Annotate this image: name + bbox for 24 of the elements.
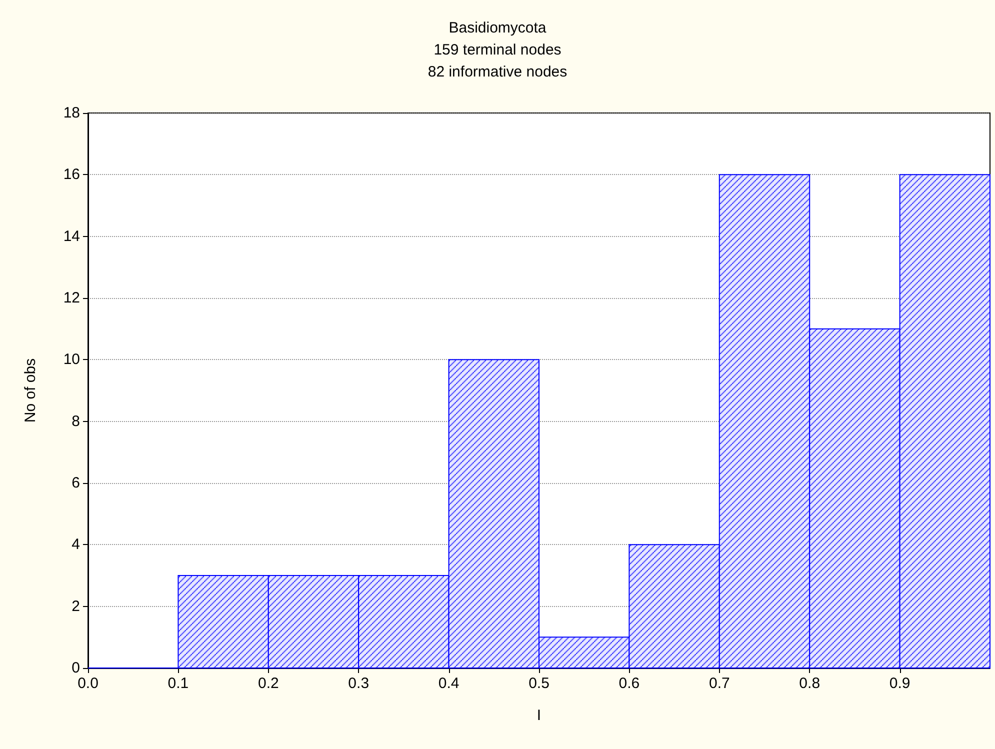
y-axis-title: No of obs [22, 358, 39, 423]
x-tick-label: 0.0 [78, 675, 98, 692]
y-tick-label: 0 [72, 660, 80, 676]
x-tick-label: 0.8 [799, 675, 820, 692]
x-tick-label: 0.9 [889, 675, 910, 692]
y-tick-label: 8 [72, 412, 80, 430]
chart-subtitle: 159 terminal nodes 82 informative nodes [428, 42, 568, 80]
x-axis-title: I [536, 707, 542, 724]
y-tick-label: 18 [63, 104, 80, 122]
y-tick-label: 2 [72, 598, 80, 615]
x-tick-label: 0.4 [438, 675, 460, 692]
y-tick-label: 12 [63, 290, 80, 306]
y-tick-label: 4 [72, 536, 80, 554]
x-tick-label: 0.2 [258, 675, 279, 692]
y-tick-label: 6 [72, 474, 80, 492]
chart-title: Basidiomycota [448, 20, 547, 36]
y-tick-label: 10 [63, 351, 80, 368]
x-tick-label: 0.1 [168, 675, 189, 692]
x-tick-label: 0.3 [348, 675, 370, 692]
x-tick-label: 0.7 [708, 675, 730, 692]
y-tick-label: 16 [63, 166, 80, 184]
x-tick-label: 0.6 [618, 675, 640, 692]
y-tick-label: 14 [63, 228, 80, 245]
x-tick-label: 0.5 [528, 675, 550, 692]
